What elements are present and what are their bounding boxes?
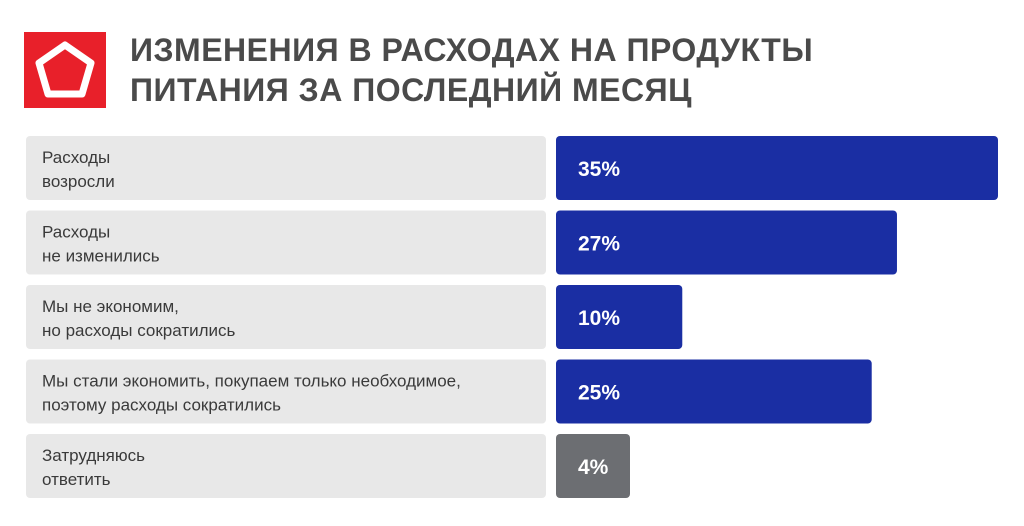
category-label: но расходы сократились bbox=[42, 321, 236, 340]
category-label: возросли bbox=[42, 172, 115, 191]
category-label-box bbox=[26, 434, 546, 498]
category-label: ответить bbox=[42, 470, 111, 489]
data-label: 4% bbox=[578, 456, 609, 479]
category-label-box bbox=[26, 285, 546, 349]
bar bbox=[556, 210, 897, 275]
category-label: Мы стали экономить, покупаем только необ… bbox=[42, 372, 461, 391]
category-label: Затрудняюсь bbox=[42, 446, 145, 465]
bar bbox=[556, 434, 630, 498]
title-line-2: ПИТАНИЯ ЗА ПОСЛЕДНИЙ МЕСЯЦ bbox=[130, 72, 692, 108]
category-label: не изменились bbox=[42, 247, 160, 266]
category-label: поэтому расходы сократились bbox=[42, 396, 281, 415]
bar bbox=[556, 359, 872, 424]
category-label: Расходы bbox=[42, 223, 110, 242]
bar bbox=[556, 136, 998, 200]
data-label: 35% bbox=[578, 158, 620, 181]
pentagon-logo-icon bbox=[24, 32, 106, 108]
data-label: 10% bbox=[578, 307, 620, 330]
category-label: Мы не экономим, bbox=[42, 297, 179, 316]
data-label: 25% bbox=[578, 382, 620, 405]
category-label: Расходы bbox=[42, 148, 110, 167]
data-label: 27% bbox=[578, 233, 620, 256]
category-label-box bbox=[26, 210, 546, 275]
title-line-1: ИЗМЕНЕНИЯ В РАСХОДАХ НА ПРОДУКТЫ bbox=[130, 32, 814, 68]
bar bbox=[556, 285, 683, 349]
category-label-box bbox=[26, 359, 546, 424]
category-label-box bbox=[26, 136, 546, 200]
page-title: ИЗМЕНЕНИЯ В РАСХОДАХ НА ПРОДУКТЫ ПИТАНИЯ… bbox=[130, 30, 990, 110]
